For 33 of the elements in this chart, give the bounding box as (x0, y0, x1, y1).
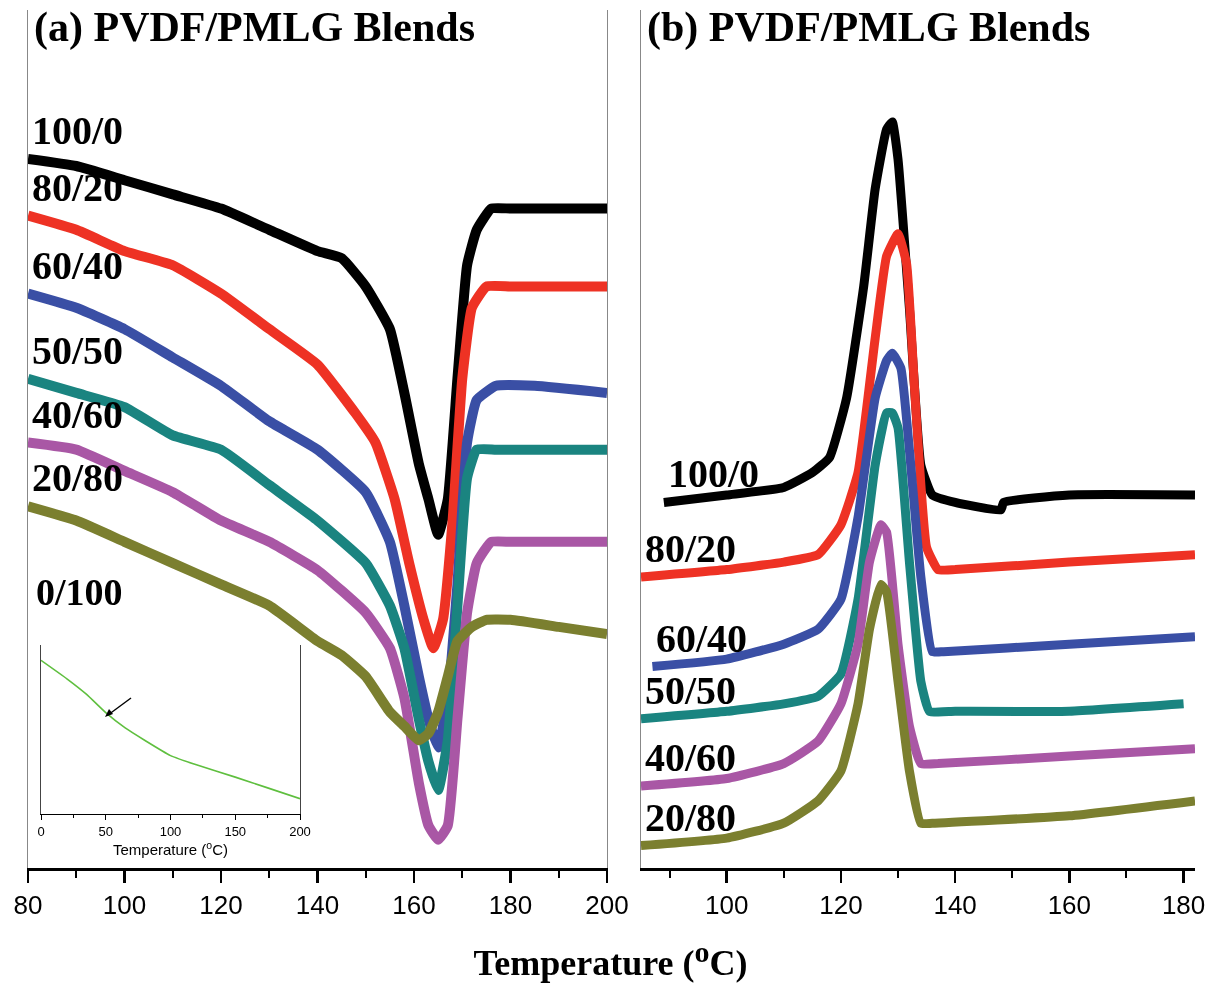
x-tick-label: 180 (488, 890, 533, 921)
series-label: 50/50 (32, 328, 124, 373)
x-tick-label: 100 (102, 890, 147, 921)
series-label: 80/20 (645, 526, 737, 571)
x-tick-label: 150 (224, 823, 247, 839)
x-tick-label: 160 (1047, 890, 1092, 921)
x-axis-title: Temperature ($^{o}$C) (472, 935, 749, 984)
x-tick-label: 100 (704, 890, 749, 921)
chart-title: (a) PVDF/PMLG Blends (34, 4, 475, 52)
chart-title: 0/100 (36, 570, 123, 613)
x-tick-label: 50 (98, 823, 113, 839)
x-tick-label: 160 (392, 890, 436, 921)
x-axis-title: Temperature ($^{o}$C) (112, 838, 229, 858)
x-tick-label: 200 (289, 823, 311, 839)
x-tick-label: 100 (159, 823, 182, 839)
x-tick-label: 120 (199, 890, 243, 921)
series-label: 60/40 (32, 243, 124, 288)
chart-title: (b) PVDF/PMLG Blends (647, 4, 1091, 52)
x-tick-label: 140 (295, 890, 340, 921)
series-label: 50/50 (645, 668, 737, 713)
x-tick-label: 80 (13, 890, 43, 921)
x-tick-label: 120 (819, 890, 863, 921)
series-label: 40/60 (32, 392, 124, 437)
series-label: 60/40 (656, 616, 748, 661)
series-label: 20/80 (645, 795, 737, 840)
series-label: 20/80 (32, 455, 124, 500)
x-tick-label: 200 (585, 890, 629, 921)
x-tick-label: 140 (933, 890, 977, 921)
x-tick-label: 0 (37, 823, 45, 839)
series-label: 100/0 (668, 451, 760, 496)
x-tick-label: 180 (1161, 890, 1206, 921)
series-label: 40/60 (645, 735, 737, 780)
series-label: 100/0 (32, 108, 124, 153)
